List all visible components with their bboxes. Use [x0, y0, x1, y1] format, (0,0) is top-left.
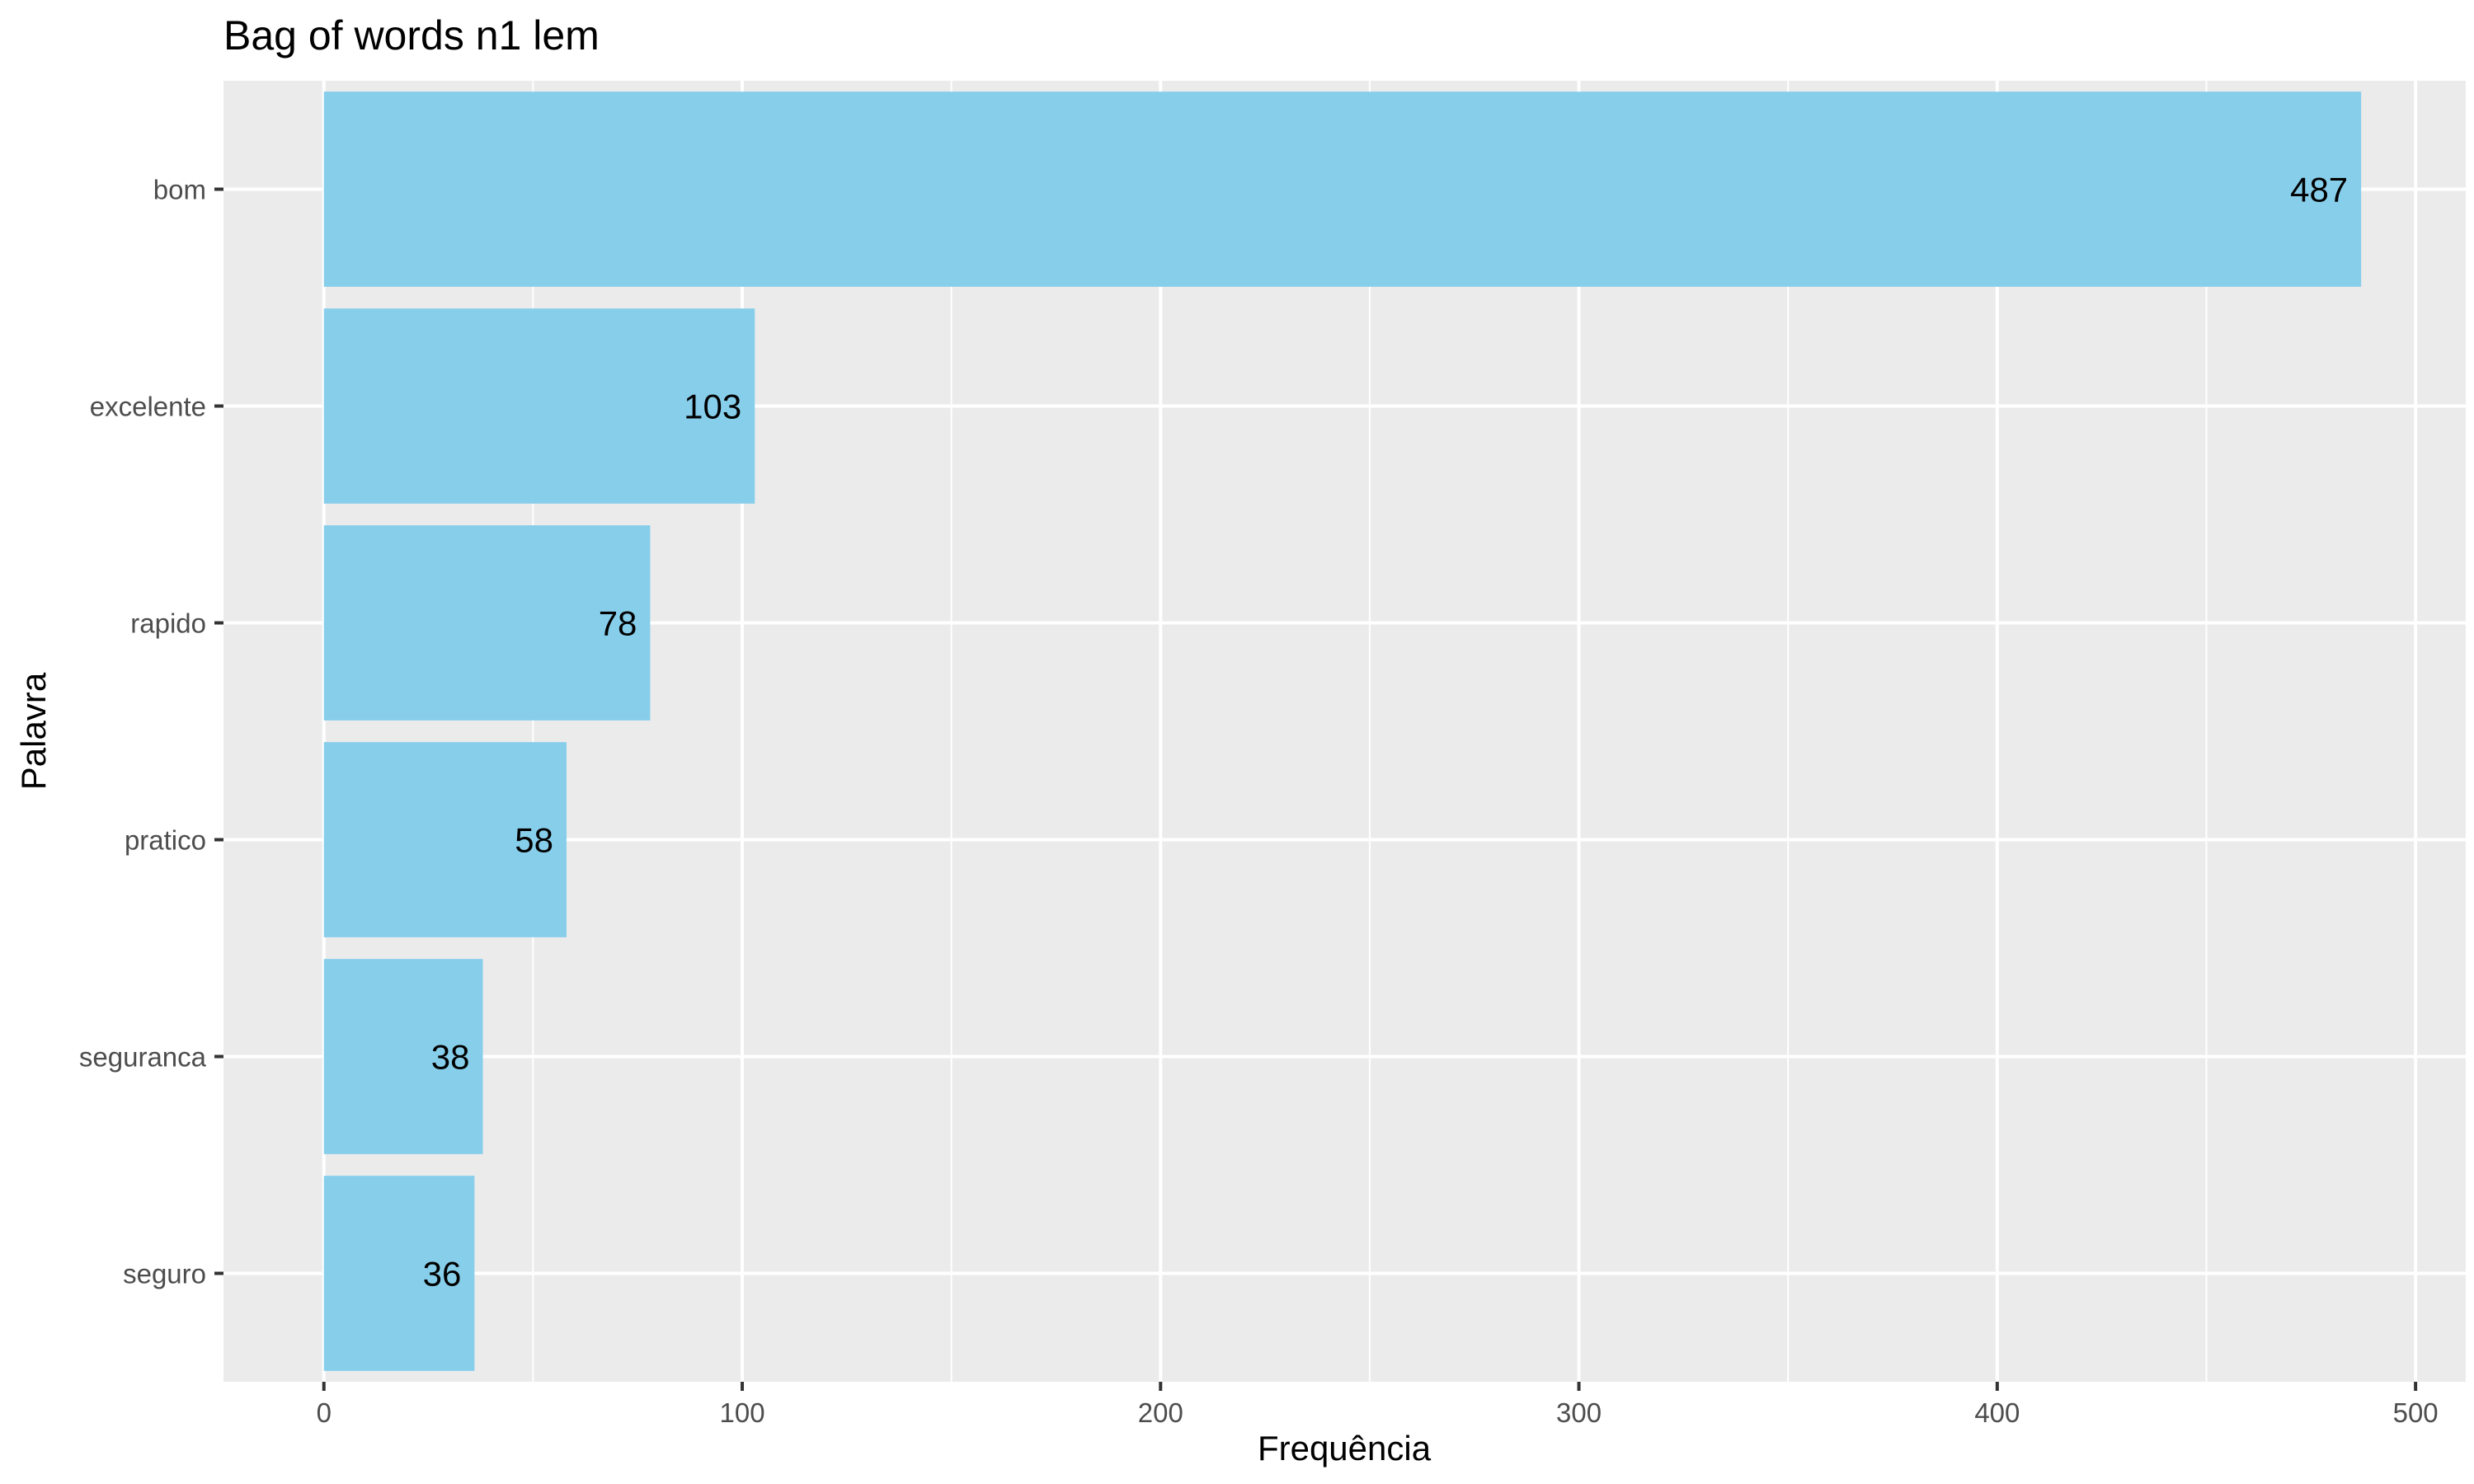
x-tick-label: 300 [1556, 1397, 1602, 1428]
minor-gridlines [532, 81, 2208, 1382]
data-label-seguranca: 38 [431, 1038, 470, 1077]
x-tick-label: 200 [1138, 1397, 1183, 1428]
y-tick-label-bom: bom [153, 175, 206, 205]
bars [323, 92, 2362, 1371]
plot-panel [223, 81, 2466, 1382]
x-tick-label: 100 [719, 1397, 764, 1428]
y-tick-label-pratico: pratico [125, 825, 206, 856]
x-tick-label: 500 [2393, 1397, 2439, 1428]
chart-title: Bag of words n1 lem [223, 12, 600, 59]
x-axis: 0 100 200 300 400 500 [317, 1382, 2439, 1428]
bar-seguro [323, 1176, 475, 1371]
y-axis: bom excelente rapido pratico seguranca seguro [79, 175, 223, 1289]
bar-seguranca [323, 959, 483, 1154]
y-tick-label-excelente: excelente [90, 392, 206, 422]
data-labels: 487 103 78 58 38 36 [423, 171, 2349, 1294]
y-axis-title: Palavra [14, 672, 53, 790]
data-label-rapido: 78 [599, 604, 637, 643]
bar-excelente [323, 308, 755, 504]
x-tick-label: 400 [1974, 1397, 2020, 1428]
data-label-excelente: 103 [684, 387, 741, 426]
y-tick-label-rapido: rapido [130, 608, 206, 639]
bar-rapido [323, 525, 651, 721]
y-tick-label-seguro: seguro [123, 1259, 206, 1289]
data-label-bom: 487 [2290, 171, 2348, 209]
x-tick-label: 0 [317, 1397, 332, 1428]
y-tick-label-seguranca: seguranca [79, 1042, 207, 1073]
bar-pratico [323, 742, 567, 937]
bar-bom [323, 92, 2362, 287]
major-gridlines [223, 81, 2466, 1382]
data-label-seguro: 36 [423, 1255, 462, 1294]
x-axis-title: Frequência [1258, 1429, 1432, 1468]
data-label-pratico: 58 [515, 821, 553, 860]
